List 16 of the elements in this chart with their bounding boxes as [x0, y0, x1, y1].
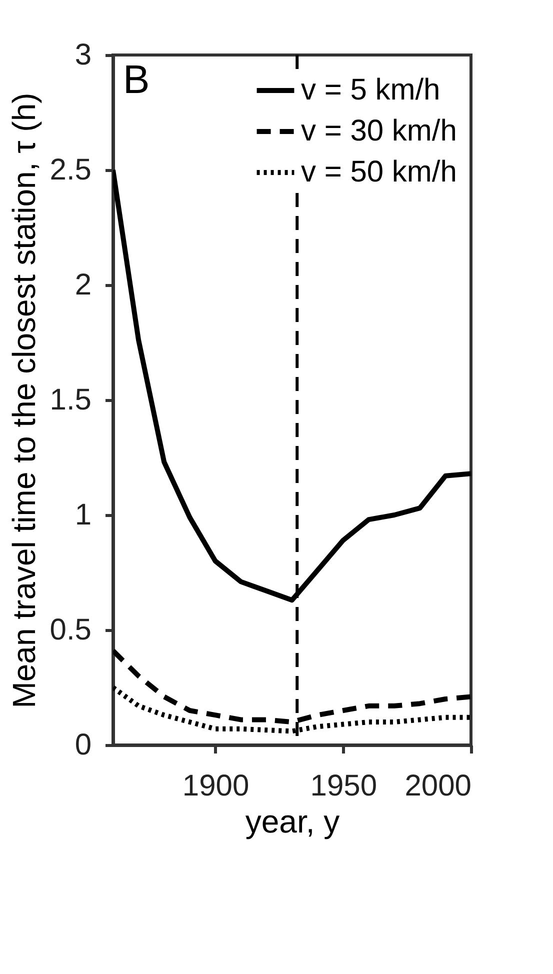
y-tick-label: 1.5: [50, 384, 92, 416]
y-tick-label: 2.5: [50, 154, 92, 186]
y-axis-title: Mean travel time to the closest station, τ (h): [6, 92, 42, 708]
legend-label: v = 50 km/h: [301, 156, 457, 188]
x-tick-label: 2000: [404, 770, 472, 802]
y-tick-label: 1: [74, 498, 92, 532]
legend-label: v = 30 km/h: [301, 114, 457, 148]
y-tick-label: 0: [74, 728, 92, 762]
x-tick-label: 1950: [310, 770, 378, 802]
x-tick-label: 1900: [182, 770, 250, 802]
y-tick-label: 2: [74, 268, 92, 302]
y-tick-label: 3: [74, 38, 92, 72]
x-axis-title: year, y: [245, 804, 340, 840]
legend-label: v = 5 km/h: [301, 74, 440, 106]
y-tick-label: 0.5: [50, 614, 92, 646]
annotation: B: [123, 58, 150, 102]
